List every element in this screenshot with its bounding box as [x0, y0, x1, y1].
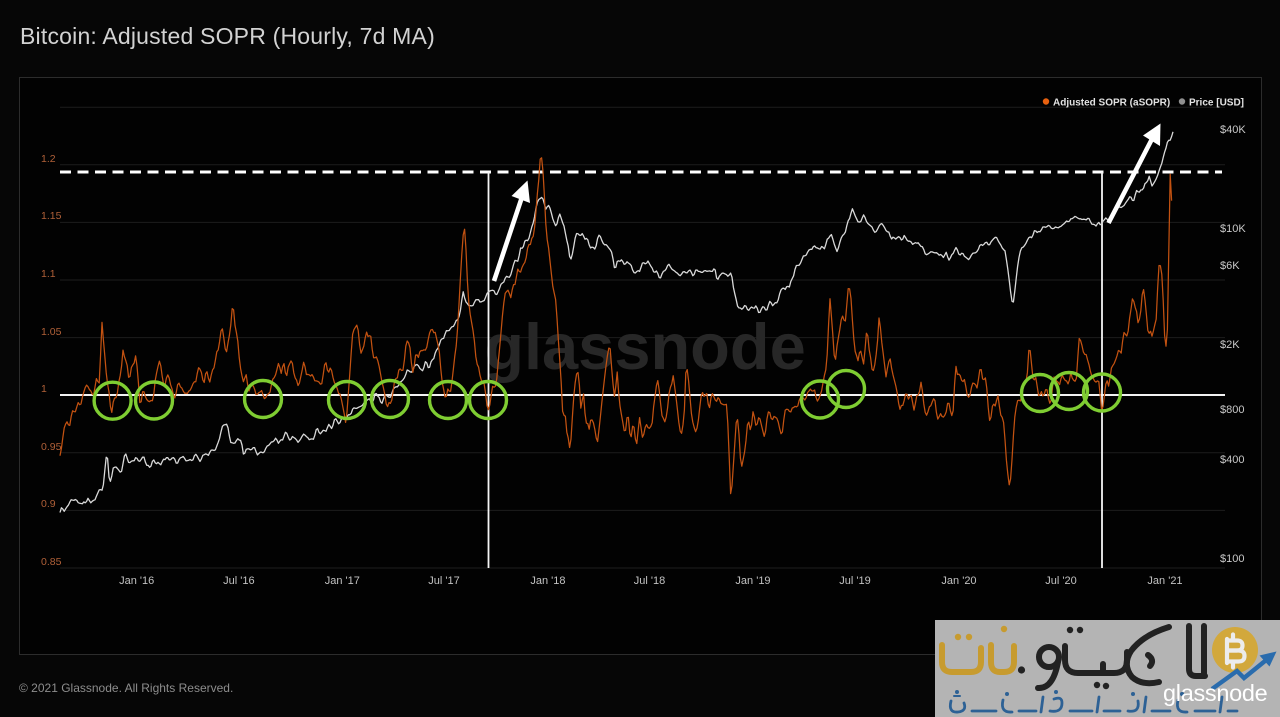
svg-text:0.85: 0.85 [41, 556, 62, 568]
svg-text:$2K: $2K [1220, 339, 1240, 351]
svg-text:$800: $800 [1220, 404, 1244, 416]
svg-text:Jul '18: Jul '18 [634, 575, 665, 587]
svg-text:Jan '17: Jan '17 [325, 575, 360, 587]
svg-text:0.95: 0.95 [41, 441, 62, 453]
svg-text:$400: $400 [1220, 454, 1244, 466]
svg-text:1: 1 [41, 383, 47, 395]
svg-text:$100: $100 [1220, 553, 1244, 565]
svg-text:glassnode: glassnode [1163, 680, 1268, 706]
svg-text:$40K: $40K [1220, 124, 1246, 136]
svg-text:Jan '20: Jan '20 [941, 575, 976, 587]
svg-text:0.9: 0.9 [41, 498, 56, 510]
svg-text:glassnode: glassnode [484, 310, 805, 383]
svg-text:Jan '18: Jan '18 [530, 575, 565, 587]
svg-text:Jul '17: Jul '17 [428, 575, 459, 587]
svg-text:1.2: 1.2 [41, 153, 56, 165]
svg-text:Jul '19: Jul '19 [839, 575, 870, 587]
svg-text:1.1: 1.1 [41, 268, 56, 280]
svg-text:Jan '16: Jan '16 [119, 575, 154, 587]
svg-text:Jan '19: Jan '19 [735, 575, 770, 587]
svg-text:Price [USD]: Price [USD] [1189, 98, 1244, 109]
svg-text:1.15: 1.15 [41, 210, 62, 222]
svg-text:1.05: 1.05 [41, 326, 62, 338]
svg-text:Jan '21: Jan '21 [1147, 575, 1182, 587]
svg-text:$6K: $6K [1220, 260, 1240, 272]
svg-text:Jul '20: Jul '20 [1045, 575, 1076, 587]
svg-text:$10K: $10K [1220, 223, 1246, 235]
svg-text:Jul '16: Jul '16 [223, 575, 254, 587]
svg-text:Adjusted SOPR (aSOPR): Adjusted SOPR (aSOPR) [1053, 98, 1170, 109]
